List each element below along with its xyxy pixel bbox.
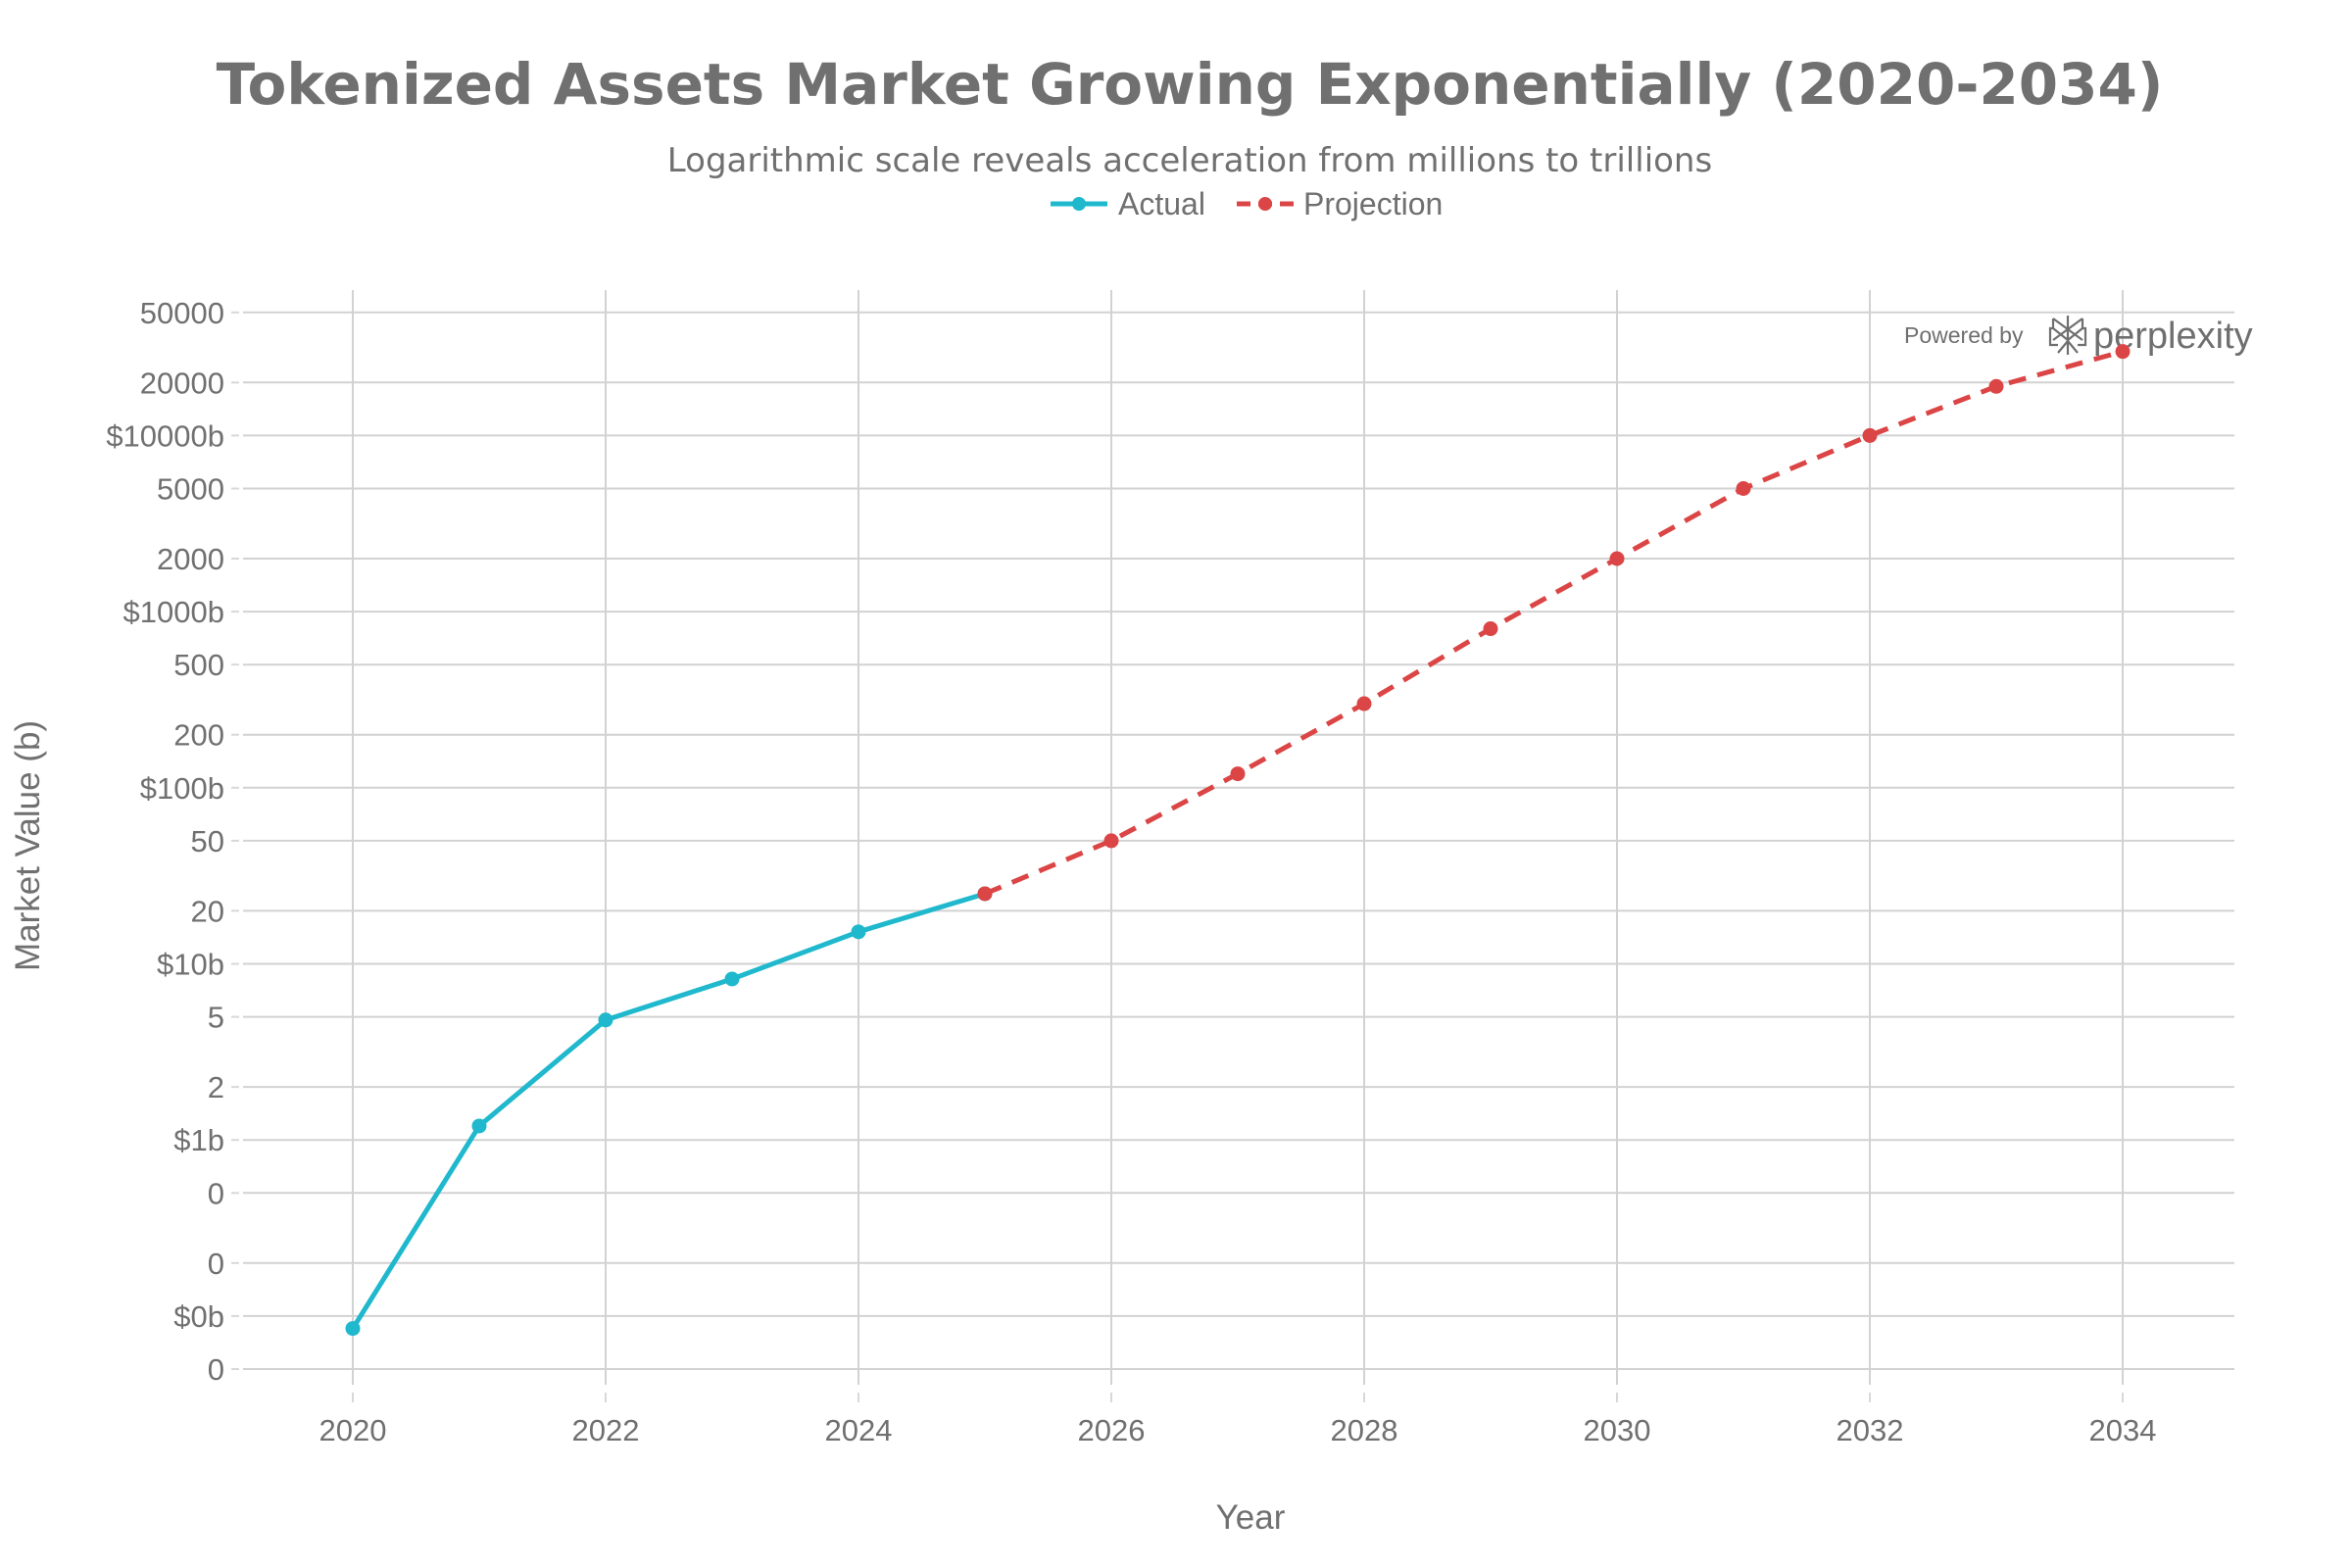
legend-label-projection: Projection <box>1303 186 1443 221</box>
y-tick-label: 2000 <box>157 542 224 576</box>
y-tick-label: 500 <box>173 648 224 682</box>
x-tick-label: 2022 <box>572 1413 640 1447</box>
data-point-actual-2020[interactable] <box>345 1321 361 1337</box>
x-axis-title: Year <box>1216 1498 1286 1537</box>
data-point-projection-2029[interactable] <box>1483 621 1498 637</box>
x-tick-label: 2020 <box>319 1413 387 1447</box>
data-point-projection-2027[interactable] <box>1230 766 1246 782</box>
x-tick-label: 2024 <box>825 1413 893 1447</box>
data-point-projection-2026[interactable] <box>1103 833 1119 849</box>
y-tick-label: 50 <box>191 824 224 858</box>
perplexity-logo-icon <box>2048 316 2087 355</box>
data-point-projection-2025[interactable] <box>977 886 993 902</box>
y-tick-label: 2 <box>208 1070 224 1104</box>
data-point-projection-2031[interactable] <box>1736 480 1751 496</box>
y-tick-label: $1000b <box>123 595 224 629</box>
data-point-actual-2021[interactable] <box>471 1118 487 1134</box>
legend-item-actual[interactable]: Actual <box>1051 186 1205 221</box>
data-point-projection-2028[interactable] <box>1356 696 1372 711</box>
y-tick-label: 20000 <box>140 366 224 400</box>
x-axis-ticks: 2020 2022 2024 2026 2028 2030 2032 2034 <box>319 1393 2157 1447</box>
y-tick-label: $10000b <box>106 418 224 453</box>
series-projection <box>977 344 2131 902</box>
chart-title: Tokenized Assets Market Growing Exponent… <box>217 51 2164 118</box>
x-tick-label: 2030 <box>1584 1413 1651 1447</box>
x-tick-label: 2034 <box>2089 1413 2157 1447</box>
data-point-projection-2032[interactable] <box>1862 427 1878 443</box>
watermark-prefix: Powered by <box>1904 322 2024 348</box>
legend-item-projection[interactable]: Projection <box>1237 186 1443 221</box>
y-tick-label: $1b <box>173 1123 224 1157</box>
data-point-projection-2033[interactable] <box>1988 378 2004 394</box>
y-tick-label: 20 <box>191 894 224 928</box>
data-point-projection-2034[interactable] <box>2115 344 2131 360</box>
y-tick-label: 5 <box>208 1001 224 1035</box>
y-tick-label: 0 <box>208 1176 224 1210</box>
series <box>345 344 2131 1337</box>
legend-marker-projection <box>1258 197 1272 211</box>
x-tick-label: 2028 <box>1331 1413 1398 1447</box>
series-line-actual <box>350 891 986 1330</box>
y-tick-label: 5000 <box>157 471 224 506</box>
legend-label-actual: Actual <box>1118 186 1205 221</box>
y-tick-label: $100b <box>140 771 224 806</box>
y-axis-title: Market Value (b) <box>9 720 47 971</box>
data-point-actual-2024[interactable] <box>851 924 866 940</box>
grid <box>243 290 2234 1385</box>
y-tick-label: $0b <box>173 1299 224 1334</box>
y-tick-label: 50000 <box>140 296 224 330</box>
x-tick-label: 2032 <box>1837 1413 1904 1447</box>
y-tick-label: 0 <box>208 1247 224 1281</box>
legend: Actual Projection <box>1051 186 1443 221</box>
y-tick-label: 200 <box>173 718 224 753</box>
series-line-projection <box>984 349 2124 897</box>
series-actual <box>345 886 993 1337</box>
data-point-actual-2022[interactable] <box>598 1012 613 1028</box>
data-point-actual-2023[interactable] <box>724 971 740 987</box>
y-tick-label: 0 <box>208 1352 224 1387</box>
y-axis-ticks: 5000020000$10000b50002000$1000b500200$10… <box>106 296 239 1387</box>
data-point-projection-2030[interactable] <box>1609 551 1625 566</box>
legend-marker-actual <box>1072 197 1086 211</box>
chart-subtitle: Logarithmic scale reveals acceleration f… <box>667 141 1712 180</box>
y-tick-label: $10b <box>157 948 224 982</box>
x-tick-label: 2026 <box>1078 1413 1146 1447</box>
